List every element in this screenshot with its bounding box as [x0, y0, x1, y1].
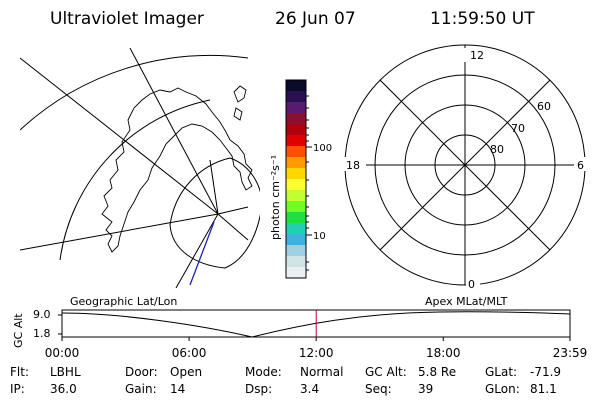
mlat-label-70: 70	[511, 122, 525, 135]
colorbar-segment	[286, 179, 306, 191]
status-value: 39	[418, 382, 433, 396]
colorbar	[285, 79, 312, 279]
date-label: 26 Jun 07	[275, 9, 356, 29]
latitude-circle-outer	[20, 54, 249, 131]
latitude-circle-mid	[59, 99, 211, 261]
colorbar-segment	[286, 201, 306, 213]
altitude-curve	[61, 311, 571, 338]
colorbar-segment	[286, 124, 306, 136]
polar-panel-label: Apex MLat/MLT	[425, 295, 508, 308]
alt-xtick-label: 00:00	[45, 346, 80, 360]
colorbar-segment	[286, 223, 306, 235]
colorbar-segment	[286, 113, 306, 125]
coastline-fragment	[233, 85, 247, 103]
colorbar-segment	[286, 256, 306, 268]
colorbar-segment	[286, 212, 306, 224]
colorbar-segment	[286, 91, 306, 103]
alt-ylabel: GC Alt	[12, 313, 25, 348]
polar-plot	[344, 44, 586, 286]
meridian-line	[175, 213, 219, 288]
mlt-label-6: 6	[577, 159, 584, 172]
alt-ytick-1: 1.8	[33, 327, 51, 340]
alt-xtick-label: 18:00	[426, 346, 461, 360]
colorbar-frame	[285, 79, 307, 279]
status-value: 81.1	[530, 382, 557, 396]
status-label: IP:	[10, 382, 25, 396]
mlat-label-80: 80	[490, 143, 504, 156]
meridian-line	[209, 159, 219, 215]
colorbar-tick-100: 100	[313, 143, 332, 154]
mlt-label-12: 12	[470, 49, 484, 62]
colorbar-segment	[286, 245, 306, 257]
status-label: GLat:	[485, 365, 517, 379]
colorbar-tick-10: 10	[313, 231, 326, 242]
status-label: Seq:	[365, 382, 392, 396]
coastline-blue	[189, 221, 215, 286]
meridian-line	[20, 57, 219, 215]
meridian-line	[217, 206, 249, 215]
alt-xtick-label: 23:59	[553, 346, 588, 360]
colorbar-segment	[286, 146, 306, 158]
status-label: Door:	[125, 365, 158, 379]
colorbar-segment	[286, 80, 306, 92]
status-value: -71.9	[530, 365, 561, 379]
geo-panel-label: Geographic Lat/Lon	[70, 295, 177, 308]
status-label: GC Alt:	[365, 365, 407, 379]
status-value: 14	[170, 382, 185, 396]
mlat-label-60: 60	[537, 100, 551, 113]
meridian-line	[129, 48, 219, 215]
colorbar-segment	[286, 157, 306, 169]
altitude-plot	[58, 309, 571, 338]
alt-xticks: 00:00 06:00 12:00 18:00 23:59	[45, 337, 588, 360]
meridian-line	[217, 213, 249, 241]
polar-diagonal	[379, 79, 551, 251]
colorbar-label: photon cm⁻²s⁻¹	[269, 155, 282, 240]
colorbar-segment	[286, 190, 306, 202]
mlt-label-0: 0	[468, 278, 475, 291]
instrument-title: Ultraviolet Imager	[50, 9, 204, 29]
status-value: Open	[170, 365, 202, 379]
alt-xtick-label: 06:00	[172, 346, 207, 360]
status-label: Mode:	[245, 365, 282, 379]
colorbar-segment	[286, 102, 306, 114]
meridian-line	[20, 213, 219, 251]
status-value: Normal	[300, 365, 343, 379]
status-label: Dsp:	[245, 382, 272, 396]
status-value: 5.8 Re	[418, 365, 456, 379]
status-label: Flt:	[10, 365, 29, 379]
status-value: LBHL	[50, 365, 81, 379]
continent-coastline	[101, 87, 253, 253]
mlt-label-18: 18	[346, 159, 360, 172]
colorbar-segment	[286, 168, 306, 180]
status-value: 3.4	[300, 382, 319, 396]
status-value: 36.0	[50, 382, 77, 396]
alt-ytick-9: 9.0	[33, 308, 51, 321]
status-block: Flt: LBHL Door: Open Mode: Normal GC Alt: 5.8 R…	[10, 365, 561, 396]
time-label: 11:59:50 UT	[430, 9, 535, 29]
alt-xtick-label: 12:00	[299, 346, 334, 360]
status-label: GLon:	[485, 382, 520, 396]
status-label: Gain:	[125, 382, 157, 396]
colorbar-segment	[286, 234, 306, 246]
colorbar-segment	[286, 135, 306, 147]
coastline-fragment	[233, 107, 243, 121]
colorbar-segment	[286, 267, 306, 279]
geographic-map	[20, 48, 260, 288]
